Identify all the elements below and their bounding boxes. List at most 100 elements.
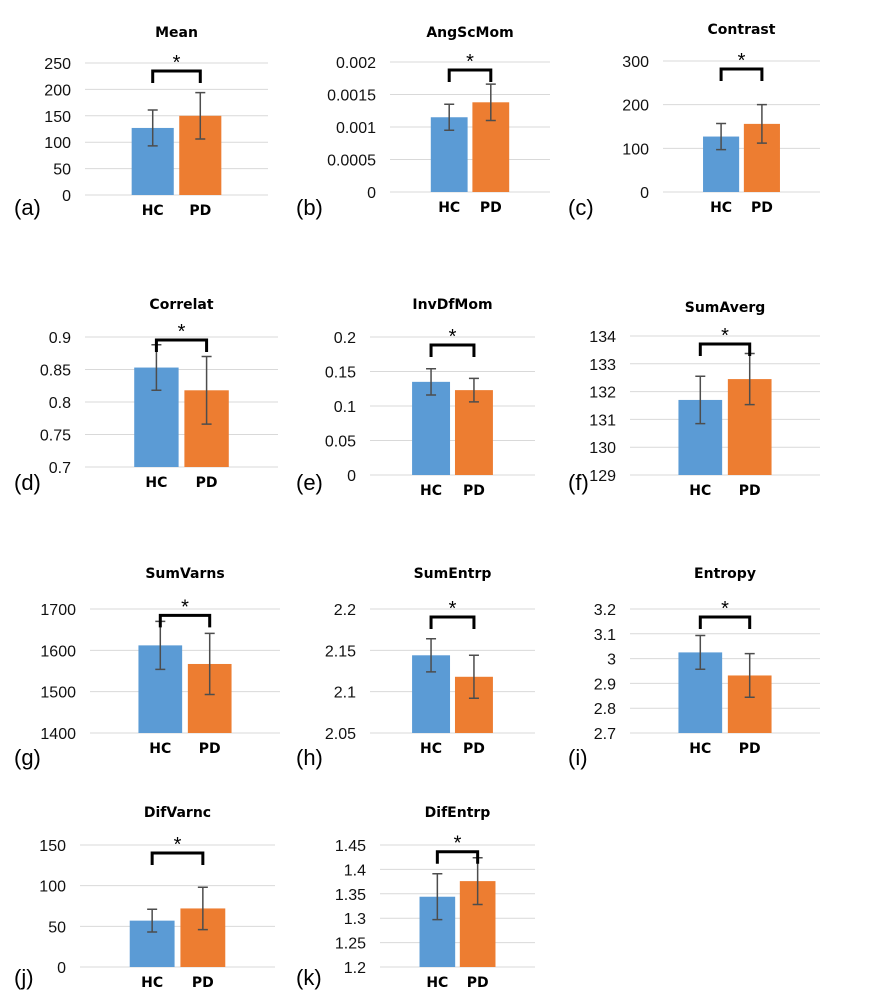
- chart-k-title: DifEntrp: [425, 805, 491, 821]
- chart-e-x-tick-label: PD: [463, 483, 485, 499]
- chart-c-error-bar-hc: [716, 122, 727, 151]
- chart-g-x-tick-label: HC: [149, 741, 171, 757]
- chart-c-y-tick-label: 300: [622, 54, 649, 71]
- chart-b-y-tick-label: 0.0015: [327, 88, 376, 105]
- chart-e-x-tick-label: HC: [420, 483, 442, 499]
- chart-a-significance-bracket: [151, 69, 202, 83]
- chart-e-y-tick-label: 0: [347, 468, 356, 485]
- chart-j-panel-label: (j): [14, 965, 34, 990]
- chart-d-y-tick-label: 0.9: [49, 330, 71, 347]
- chart-d-panel-label: (d): [14, 470, 41, 495]
- chart-k-significance-bracket: [435, 850, 480, 864]
- chart-e-y-tick-label: 0.2: [334, 330, 356, 347]
- chart-g-y-tick-label: 1600: [40, 643, 76, 660]
- chart-c-x-tick-label: HC: [710, 200, 732, 216]
- chart-c-y-tick-label: 0: [640, 185, 649, 202]
- chart-f-error-bar-hc: [695, 375, 706, 425]
- chart-j-significance-marker: *: [174, 834, 182, 856]
- chart-a-x-tick-label: HC: [142, 203, 164, 219]
- chart-a-y-tick-label: 50: [53, 162, 71, 179]
- chart-f-y-tick-label: 134: [589, 329, 616, 346]
- chart-k-y-tick-label: 1.35: [335, 887, 366, 904]
- chart-d-error-bar-pd: [201, 355, 212, 425]
- chart-b-y-tick-label: 0.0005: [327, 153, 376, 170]
- chart-h-x-tick-label: HC: [420, 741, 442, 757]
- chart-i-x-tick-label: HC: [689, 741, 711, 757]
- chart-i-error-bar-hc: [695, 634, 706, 671]
- chart-c-significance-bracket: [719, 67, 764, 81]
- chart-i-y-tick-label: 3.2: [594, 602, 616, 619]
- chart-d-y-tick-label: 0.85: [40, 363, 71, 380]
- chart-k-panel-label: (k): [296, 965, 322, 990]
- chart-g-y-tick-label: 1700: [40, 602, 76, 619]
- chart-h-error-bar-hc: [426, 638, 437, 673]
- chart-g-x-tick-label: PD: [199, 741, 221, 757]
- chart-i-title: Entropy: [694, 566, 756, 582]
- chart-b-x-tick-label: PD: [480, 200, 502, 216]
- chart-f-y-tick-label: 132: [589, 385, 616, 402]
- chart-a-y-tick-label: 150: [44, 109, 71, 126]
- chart-f-y-tick-label: 130: [589, 440, 616, 457]
- chart-e-significance-marker: *: [449, 326, 457, 348]
- chart-h-error-bar-pd: [468, 654, 479, 700]
- chart-j-significance-bracket: [150, 851, 205, 865]
- chart-e-panel-label: (e): [296, 470, 323, 495]
- chart-c-y-tick-label: 200: [622, 98, 649, 115]
- chart-e-y-tick-label: 0.05: [325, 434, 356, 451]
- chart-f-significance-bracket: [698, 342, 752, 356]
- chart-g-significance-marker: *: [181, 596, 189, 618]
- chart-c-error-bar-pd: [756, 103, 767, 144]
- chart-i-panel-label: (i): [568, 745, 588, 770]
- chart-b-title: AngScMom: [426, 25, 513, 41]
- chart-e-title: InvDfMom: [412, 297, 492, 313]
- chart-b-panel-label: (b): [296, 195, 323, 220]
- chart-e-y-tick-label: 0.15: [325, 365, 356, 382]
- chart-j-y-tick-label: 150: [39, 838, 66, 855]
- chart-c-x-tick-label: PD: [751, 200, 773, 216]
- chart-d-title: Correlat: [149, 297, 213, 313]
- chart-c-title: Contrast: [708, 22, 776, 38]
- chart-k-y-tick-label: 1.45: [335, 838, 366, 855]
- chart-d-significance-marker: *: [178, 321, 186, 343]
- chart-k-x-tick-label: PD: [467, 975, 489, 991]
- chart-f-x-tick-label: PD: [739, 483, 761, 499]
- chart-f-y-tick-label: 129: [589, 468, 616, 485]
- chart-f-panel-label: (f): [568, 470, 589, 495]
- chart-j-y-tick-label: 100: [39, 879, 66, 896]
- chart-b-y-tick-label: 0: [367, 185, 376, 202]
- chart-a-y-tick-label: 250: [44, 56, 71, 73]
- chart-i-significance-bracket: [698, 615, 752, 629]
- chart-g-error-bar-pd: [204, 632, 215, 696]
- chart-e-error-bar-hc: [426, 367, 437, 396]
- chart-j-error-bar-pd: [197, 886, 208, 931]
- chart-i-x-tick-label: PD: [739, 741, 761, 757]
- chart-h-significance-bracket: [429, 615, 476, 629]
- chart-a-y-tick-label: 100: [44, 135, 71, 152]
- chart-b-y-tick-label: 0.001: [336, 120, 376, 137]
- chart-h-panel-label: (h): [296, 745, 323, 770]
- chart-b-significance-marker: *: [466, 51, 474, 73]
- chart-g-title: SumVarns: [145, 566, 224, 582]
- chart-i-y-tick-label: 2.9: [594, 676, 616, 693]
- chart-b-error-bar-pd: [485, 83, 496, 122]
- chart-b-x-tick-label: HC: [438, 200, 460, 216]
- chart-k-x-tick-label: HC: [426, 975, 448, 991]
- chart-g-panel-label: (g): [14, 745, 41, 770]
- chart-k-y-tick-label: 1.3: [344, 911, 366, 928]
- chart-j-x-tick-label: PD: [192, 975, 214, 991]
- chart-d-y-tick-label: 0.7: [49, 460, 71, 477]
- chart-g-y-tick-label: 1400: [40, 726, 76, 743]
- chart-a-title: Mean: [155, 25, 198, 41]
- chart-i-y-tick-label: 3: [607, 652, 616, 669]
- chart-d-y-tick-label: 0.8: [49, 395, 71, 412]
- chart-a-y-tick-label: 0: [62, 188, 71, 205]
- chart-g-y-tick-label: 1500: [40, 685, 76, 702]
- chart-a-significance-marker: *: [173, 52, 181, 74]
- chart-k-y-tick-label: 1.25: [335, 936, 366, 953]
- chart-j-title: DifVarnc: [144, 805, 211, 821]
- chart-e-significance-bracket: [429, 343, 476, 357]
- chart-e-error-bar-pd: [468, 377, 479, 403]
- chart-b-y-tick-label: 0.002: [336, 55, 376, 72]
- chart-k-error-bar-hc: [432, 873, 443, 921]
